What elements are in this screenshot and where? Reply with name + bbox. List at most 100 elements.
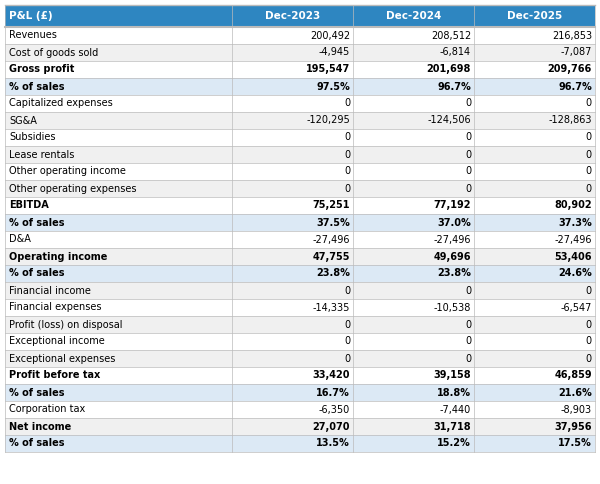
Text: -27,496: -27,496 [313,235,350,244]
Bar [5,146,232,163]
Bar [232,248,353,265]
Text: Dec-2025: Dec-2025 [507,11,562,21]
Text: 0: 0 [465,133,471,142]
Bar [232,401,353,418]
Bar [474,112,595,129]
Text: 0: 0 [344,286,350,296]
Text: EBITDA: EBITDA [9,200,49,211]
Text: 13.5%: 13.5% [316,439,350,449]
Bar [474,231,595,248]
Text: 208,512: 208,512 [431,30,471,41]
Text: 0: 0 [344,353,350,363]
Text: 49,696: 49,696 [434,252,471,261]
Bar [474,146,595,163]
Text: 216,853: 216,853 [552,30,592,41]
Bar [232,61,353,78]
Bar [5,231,232,248]
Bar [474,163,595,180]
Text: Profit before tax: Profit before tax [9,370,100,380]
Text: Other operating expenses: Other operating expenses [9,183,137,194]
Text: Gross profit: Gross profit [9,64,74,75]
Bar [232,333,353,350]
Bar [232,163,353,180]
Text: 96.7%: 96.7% [437,81,471,91]
Bar [353,333,474,350]
Text: 195,547: 195,547 [306,64,350,75]
Bar [474,299,595,316]
Text: 0: 0 [465,166,471,177]
Bar [353,367,474,384]
Bar [5,350,232,367]
Text: Operating income: Operating income [9,252,107,261]
Bar [353,316,474,333]
Bar [353,231,474,248]
Bar [232,435,353,452]
Text: 53,406: 53,406 [554,252,592,261]
Text: 21.6%: 21.6% [558,388,592,397]
Bar [474,129,595,146]
Text: 0: 0 [465,150,471,160]
Bar [5,5,232,27]
Bar [353,248,474,265]
Bar [232,78,353,95]
Text: 0: 0 [465,353,471,363]
Text: Revenues: Revenues [9,30,57,41]
Text: 0: 0 [586,336,592,347]
Text: 0: 0 [344,183,350,194]
Bar [5,316,232,333]
Text: 0: 0 [586,183,592,194]
Text: 0: 0 [586,150,592,160]
Bar [5,112,232,129]
Bar [232,5,353,27]
Bar [474,214,595,231]
Text: -6,814: -6,814 [440,47,471,58]
Text: -6,547: -6,547 [560,302,592,313]
Bar [353,384,474,401]
Text: 33,420: 33,420 [313,370,350,380]
Text: 0: 0 [465,319,471,330]
Bar [353,180,474,197]
Text: 96.7%: 96.7% [558,81,592,91]
Text: 39,158: 39,158 [433,370,471,380]
Bar [353,350,474,367]
Text: Exceptional expenses: Exceptional expenses [9,353,115,363]
Bar [474,367,595,384]
Text: -27,496: -27,496 [434,235,471,244]
Bar [5,180,232,197]
Text: % of sales: % of sales [9,81,65,91]
Bar [5,367,232,384]
Text: Capitalized expenses: Capitalized expenses [9,99,113,108]
Text: -4,945: -4,945 [319,47,350,58]
Bar [232,282,353,299]
Text: % of sales: % of sales [9,269,65,278]
Bar [5,197,232,214]
Bar [232,27,353,44]
Text: -128,863: -128,863 [548,116,592,125]
Bar [353,78,474,95]
Text: 0: 0 [586,99,592,108]
Bar [353,418,474,435]
Bar [474,316,595,333]
Bar [474,27,595,44]
Text: -6,350: -6,350 [319,405,350,414]
Text: Profit (loss) on disposal: Profit (loss) on disposal [9,319,122,330]
Text: 0: 0 [465,99,471,108]
Text: % of sales: % of sales [9,439,65,449]
Text: 27,070: 27,070 [313,422,350,432]
Text: Dec-2024: Dec-2024 [386,11,441,21]
Bar [353,197,474,214]
Text: D&A: D&A [9,235,31,244]
Bar [474,265,595,282]
Bar [5,299,232,316]
Text: 0: 0 [586,286,592,296]
Bar [474,180,595,197]
Text: 37.5%: 37.5% [316,217,350,227]
Text: Other operating income: Other operating income [9,166,126,177]
Bar [353,112,474,129]
Text: Exceptional income: Exceptional income [9,336,105,347]
Text: 0: 0 [586,353,592,363]
Bar [5,61,232,78]
Bar [5,95,232,112]
Text: Corporation tax: Corporation tax [9,405,85,414]
Bar [474,95,595,112]
